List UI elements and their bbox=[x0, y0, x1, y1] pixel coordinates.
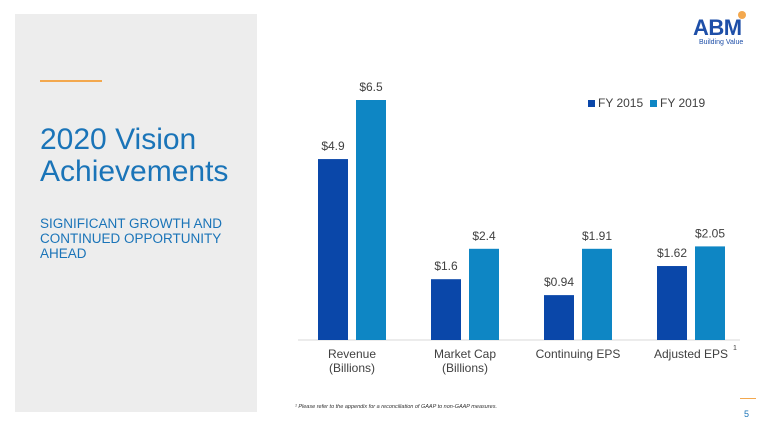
bar-fy-2015-3 bbox=[657, 266, 687, 340]
data-label: $4.9 bbox=[321, 139, 345, 153]
legend-swatch bbox=[588, 100, 595, 107]
data-label: $6.5 bbox=[359, 80, 383, 94]
page-number-line bbox=[740, 398, 756, 399]
left-panel bbox=[15, 14, 257, 412]
bar-fy-2019-3 bbox=[695, 246, 725, 340]
logo-text: ABM bbox=[693, 15, 742, 40]
category-label: Adjusted EPS bbox=[654, 347, 728, 361]
page-number: 5 bbox=[744, 409, 750, 419]
bar-fy-2019-2 bbox=[582, 248, 612, 340]
category-superscript: 1 bbox=[733, 345, 737, 352]
data-label: $2.4 bbox=[472, 229, 496, 243]
bar-fy-2015-0 bbox=[318, 159, 348, 340]
category-label: (Billions) bbox=[442, 361, 488, 375]
bar-fy-2019-1 bbox=[469, 248, 499, 340]
legend-label: FY 2015 bbox=[598, 96, 643, 110]
accent-line bbox=[40, 80, 102, 82]
category-label: (Billions) bbox=[329, 361, 375, 375]
bar-fy-2019-0 bbox=[356, 100, 386, 340]
footnote: ¹ Please refer to the appendix for a rec… bbox=[295, 404, 497, 410]
data-label: $0.94 bbox=[544, 275, 574, 289]
logo-dot-icon bbox=[738, 11, 746, 19]
data-label: $1.6 bbox=[434, 259, 458, 273]
data-label: $2.05 bbox=[695, 226, 725, 240]
category-label: Market Cap bbox=[434, 347, 496, 361]
slide-title: 2020 Vision Achievements bbox=[40, 123, 229, 188]
logo-tagline: Building Value bbox=[699, 39, 744, 46]
slide-subtitle: SIGNIFICANT GROWTH AND CONTINUED OPPORTU… bbox=[40, 216, 223, 261]
legend-swatch bbox=[650, 100, 657, 107]
data-label: $1.62 bbox=[657, 246, 687, 260]
bar-fy-2015-1 bbox=[431, 279, 461, 340]
category-label: Revenue bbox=[328, 347, 376, 361]
bar-chart: $4.9$6.5Revenue(Billions)$1.6$2.4Market … bbox=[298, 80, 740, 375]
legend-label: FY 2019 bbox=[660, 96, 705, 110]
bar-fy-2015-2 bbox=[544, 295, 574, 340]
data-label: $1.91 bbox=[582, 229, 612, 243]
category-label: Continuing EPS bbox=[536, 347, 621, 361]
